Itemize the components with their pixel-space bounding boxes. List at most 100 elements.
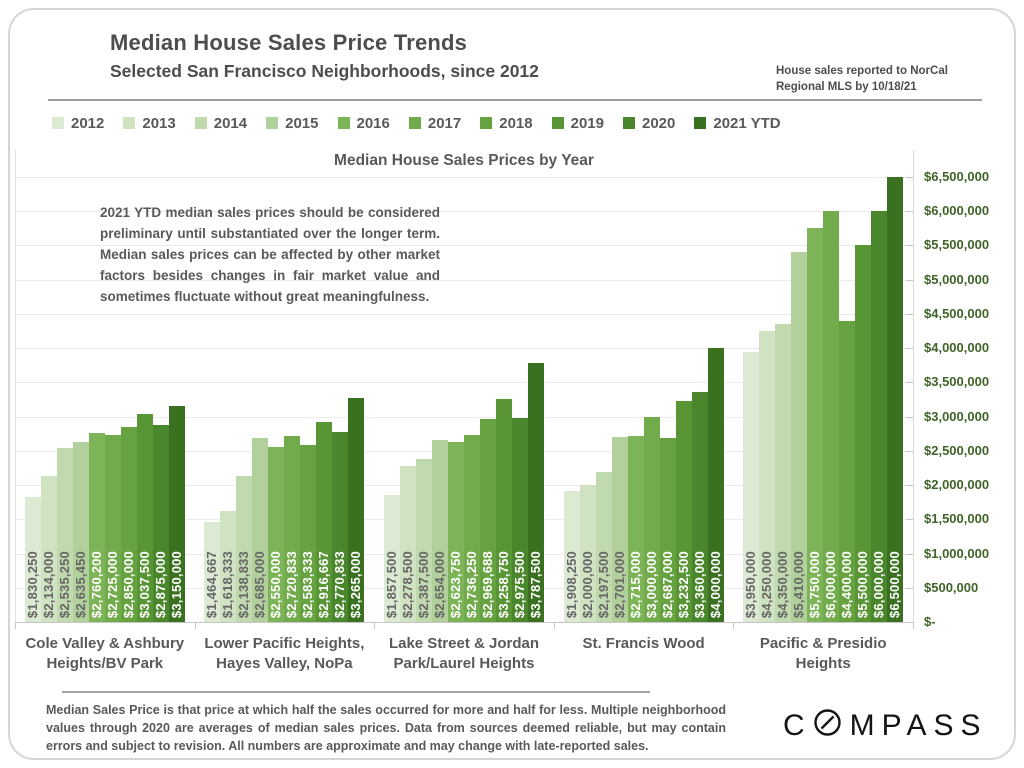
bar-2020-group2: $2,770,833 [332,432,349,622]
bar-value-label: $4,400,000 [839,550,855,618]
bar-value-label: $2,138,833 [236,550,252,618]
bar-value-label: $2,770,833 [332,550,348,618]
bar-value-label: $2,278,500 [400,550,415,618]
bar-2015-group1: $2,635,450 [72,441,89,622]
bar-value-label: $4,250,000 [759,550,775,618]
legend-swatch [694,117,707,129]
header-divider [48,99,982,101]
compass-logo: C MPASS [783,706,987,745]
bar-value-label: $3,258,750 [496,550,511,618]
bar-value-label: $3,037,500 [136,550,152,618]
bar-2014-group4: $2,197,500 [595,471,612,622]
y-axis-label: $500,000 [924,579,979,595]
y-axis-tick [906,553,913,555]
legend-year-label: 2014 [213,114,248,132]
bar-2015-group3: $2,654,000 [432,440,448,622]
bar-2015-group4: $2,701,000 [611,437,628,622]
legend-year-label: 2013 [142,114,176,132]
y-axis-label: $2,500,000 [924,442,990,458]
mls-note-line1: House sales reported to NorCal [776,65,948,77]
legend-item-2017: 2017 [408,115,461,132]
legend-item-2014: 2014 [194,114,248,132]
bar-value-label: $2,969,688 [480,550,495,618]
neighborhood-group-label: Cole Valley & Ashbury Heights/BV Park [25,635,185,673]
bar-2015-group5: $5,410,000 [791,251,808,622]
legend-item-2012: 2012 [52,115,104,132]
bar-value-label: $1,464,667 [204,550,220,618]
bar-value-label: $2,654,000 [432,550,447,618]
y-axis-tick [906,485,913,487]
x-axis-tick [374,622,376,629]
x-axis-line [15,622,913,623]
mls-report-note: House sales reported to NorCal Regional … [776,63,996,95]
y-axis-tick [906,519,913,521]
footer-disclaimer: Median Sales Price is that price at whic… [46,703,726,754]
bar-2014-group2: $2,138,833 [236,475,253,622]
neighborhood-group-label: Pacific & Presidio Heights [759,635,887,673]
bar-2013-group4: $2,000,000 [579,485,596,622]
compass-logo-text-mpass: MPASS [849,708,988,742]
bar-value-label: $3,950,000 [743,550,759,618]
neighborhood-group-label: Lower Pacific Heights, Hayes Valley, NoP… [204,635,365,673]
grid-line [15,211,913,213]
bar-value-label: $2,197,500 [595,550,611,618]
mls-note-line2: Regional MLS by 10/18/21 [776,81,917,94]
bar-2021-ytd-group5: $6,500,000 [887,177,904,622]
bar-2017-group1: $2,725,000 [104,435,121,622]
bar-2019-group3: $3,258,750 [496,398,512,622]
bar-value-label: $4,350,000 [775,550,791,618]
compass-needle-icon [812,706,843,745]
bar-2016-group1: $2,760,200 [88,433,105,622]
y-axis-line [913,150,914,629]
bar-2018-group5: $4,400,000 [839,320,856,622]
bar-value-label: $6,500,000 [887,550,903,618]
y-axis-label: $4,000,000 [924,340,990,356]
y-axis-label: $4,500,000 [924,305,990,321]
page-title: Median House Sales Price Trends [110,30,468,55]
grid-line [15,245,913,247]
y-axis-tick [906,245,913,247]
bar-value-label: $1,618,333 [220,550,236,618]
bar-2018-group1: $2,850,000 [120,426,137,622]
bar-value-label: $5,500,000 [855,550,871,618]
bar-value-label: $3,150,000 [168,550,184,618]
footer-divider [62,691,650,693]
page-subtitle: Selected San Francisco Neighborhoods, si… [110,61,539,81]
y-axis-label: $3,000,000 [924,408,990,424]
legend-year-label: 2019 [570,114,604,132]
bar-2017-group4: $3,000,000 [643,416,660,622]
bar-2012-group1: $1,830,250 [24,496,41,622]
bar-2013-group3: $2,278,500 [400,466,416,622]
bar-2012-group2: $1,464,667 [204,521,221,622]
bar-value-label: $2,975,500 [512,550,527,618]
bar-value-label: $2,134,000 [40,550,56,618]
legend-year-label: 2012 [71,114,105,132]
bar-value-label: $2,387,500 [416,550,431,618]
bar-2018-group2: $2,583,333 [300,445,317,622]
legend-swatch [551,117,564,129]
legend-swatch [266,117,279,129]
bar-2019-group4: $3,232,500 [675,400,692,622]
bar-value-label: $2,535,250 [56,550,72,618]
bar-value-label: $3,265,000 [348,550,364,618]
legend-item-2018: 2018 [480,115,533,132]
legend-swatch [123,117,136,129]
bar-2020-group1: $2,875,000 [152,425,169,622]
bar-value-label: $2,916,667 [316,550,332,618]
bar-value-label: $2,701,000 [611,550,627,618]
bar-2012-group4: $1,908,250 [563,491,580,622]
bar-value-label: $2,736,250 [464,550,479,618]
bar-2014-group1: $2,535,250 [56,448,73,622]
bar-2019-group2: $2,916,667 [316,422,333,622]
y-axis-tick [906,416,913,418]
bar-2013-group2: $1,618,333 [220,511,237,622]
bar-2013-group5: $4,250,000 [759,331,776,622]
bar-value-label: $2,635,450 [72,550,88,618]
legend-item-2019: 2019 [551,114,604,132]
y-axis-tick [906,279,913,281]
bar-2016-group5: $5,750,000 [807,228,824,622]
bar-2019-group1: $3,037,500 [136,414,153,622]
bar-2013-group1: $2,134,000 [40,475,57,622]
bar-value-label: $6,000,000 [823,550,839,618]
compass-logo-text-c: C [783,708,812,742]
